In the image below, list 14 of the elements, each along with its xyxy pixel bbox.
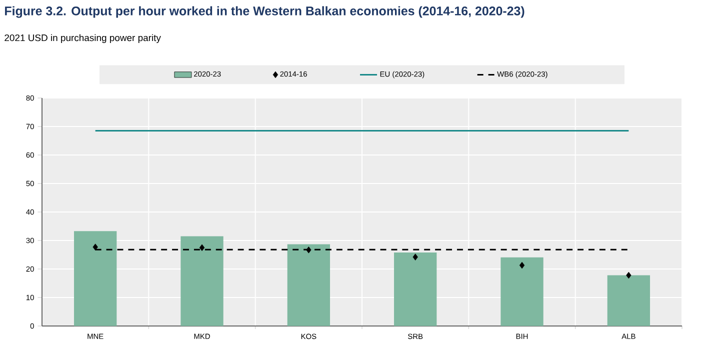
bar bbox=[74, 231, 117, 326]
point bbox=[519, 262, 525, 269]
bar bbox=[500, 257, 544, 326]
point bbox=[306, 246, 312, 254]
point bbox=[412, 254, 418, 260]
point bbox=[199, 244, 205, 252]
chart-title: Figure 3.2. Output per hour worked in the Western Balkan economies (2014-16, 2020-23) bbox=[5, 6, 524, 18]
bar bbox=[180, 236, 224, 326]
bar bbox=[607, 275, 650, 326]
bar bbox=[394, 252, 437, 326]
point bbox=[626, 272, 632, 279]
chart-subtitle: 2021 USD in purchasing power parity bbox=[4, 34, 161, 44]
point bbox=[92, 244, 98, 250]
bar bbox=[287, 244, 330, 326]
